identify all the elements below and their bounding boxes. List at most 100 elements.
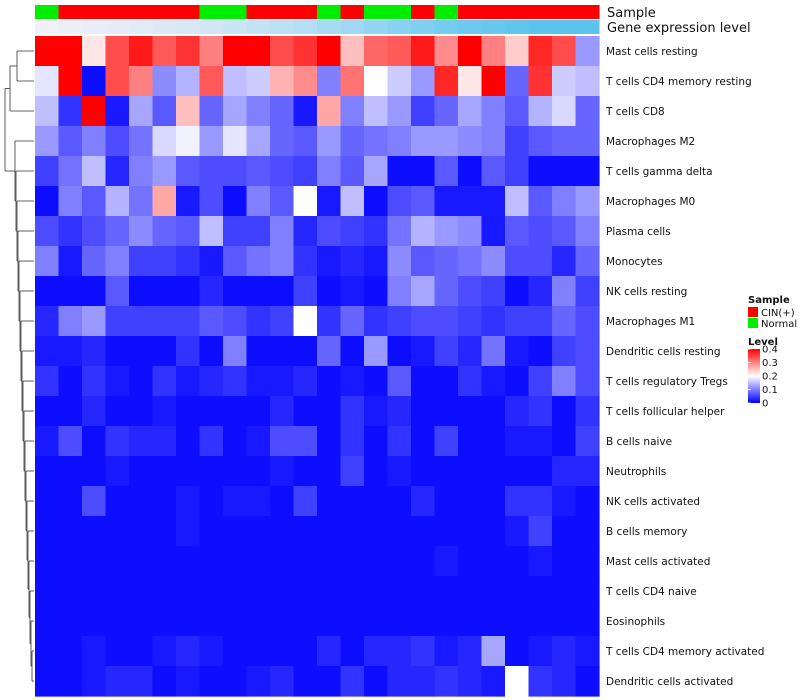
heatmap-cell [364, 426, 389, 457]
heatmap-cell [575, 186, 600, 217]
heatmap-cell [270, 336, 295, 367]
heatmap-cell [82, 666, 107, 697]
legend-sample-label: Normal [761, 319, 797, 330]
heatmap-cell [552, 66, 577, 97]
heatmap-cell [176, 186, 201, 217]
heatmap-cell [411, 66, 436, 97]
legend-level-title: Level [748, 337, 778, 348]
heatmap-cell [223, 156, 248, 187]
heatmap-cell [293, 546, 318, 577]
annotation-row-label: Sample [607, 6, 656, 21]
heatmap-cell [129, 66, 154, 97]
heatmap-cell [152, 246, 177, 277]
heatmap-cell [481, 666, 506, 697]
heatmap-cell [223, 96, 248, 127]
heatmap-cell [364, 486, 389, 517]
heatmap-cell [340, 126, 365, 157]
heatmap-cell [434, 276, 459, 307]
heatmap-cell [82, 36, 107, 67]
heatmap-cell [434, 66, 459, 97]
heatmap-cell [246, 366, 271, 397]
heatmap-cell [82, 636, 107, 667]
expression-annotation-cell [58, 20, 83, 34]
heatmap-cell [105, 36, 130, 67]
heatmap-cell [458, 336, 483, 367]
row-label: Macrophages M1 [606, 316, 695, 328]
heatmap-cell [364, 186, 389, 217]
heatmap-cell [35, 306, 60, 337]
heatmap-cell [129, 336, 154, 367]
heatmap-cell [387, 66, 412, 97]
heatmap-cell [364, 36, 389, 67]
heatmap-cell [152, 636, 177, 667]
heatmap-cell [82, 186, 107, 217]
heatmap-cell [58, 546, 83, 577]
heatmap-cell [364, 396, 389, 427]
expression-annotation-cell [552, 20, 576, 34]
heatmap-cell [176, 486, 201, 517]
heatmap-cell [411, 666, 436, 697]
heatmap-cell [246, 396, 271, 427]
sample-annotation-cell [152, 5, 177, 19]
heatmap-cell [105, 666, 130, 697]
heatmap-cell [152, 546, 177, 577]
heatmap-cell [528, 306, 553, 337]
heatmap-cell [458, 186, 483, 217]
heatmap-cell [105, 396, 130, 427]
heatmap-cell [387, 636, 412, 667]
sample-annotation-cell [270, 5, 294, 19]
heatmap-cell [317, 516, 342, 547]
expression-annotation-cell [129, 20, 153, 34]
heatmap-cell [411, 276, 436, 307]
heatmap-cell [575, 216, 600, 247]
heatmap-cell [458, 606, 483, 637]
heatmap-cell [152, 366, 177, 397]
heatmap-cell [387, 156, 412, 187]
sample-annotation-cell [340, 5, 365, 19]
heatmap-cell [364, 306, 389, 337]
heatmap-cell [364, 516, 389, 547]
heatmap-cell [293, 66, 318, 97]
heatmap-cell [82, 306, 107, 337]
heatmap-cell [199, 246, 224, 277]
heatmap-cell [481, 366, 506, 397]
heatmap-cell [458, 66, 483, 97]
heatmap-cell [552, 366, 577, 397]
heatmap-cell [481, 96, 506, 127]
heatmap-cell [82, 516, 107, 547]
heatmap-cell [270, 36, 295, 67]
heatmap-cell [411, 576, 436, 607]
heatmap-cell [293, 336, 318, 367]
heatmap-cell [317, 306, 342, 337]
heatmap-cell [434, 576, 459, 607]
heatmap-cell [129, 366, 154, 397]
heatmap-cell [223, 216, 248, 247]
heatmap-cell [199, 96, 224, 127]
heatmap-cell [434, 126, 459, 157]
row-label: NK cells activated [606, 496, 700, 508]
heatmap-cell [223, 336, 248, 367]
heatmap-cell [458, 576, 483, 607]
heatmap-cell [387, 606, 412, 637]
heatmap-cell [246, 306, 271, 337]
sample-annotation-cell [129, 5, 153, 19]
heatmap-cell [270, 96, 295, 127]
heatmap-cell [505, 126, 530, 157]
heatmap-cell [505, 516, 530, 547]
heatmap-cell [129, 156, 154, 187]
heatmap-cell [528, 426, 553, 457]
heatmap-cell [481, 276, 506, 307]
heatmap-cell [411, 606, 436, 637]
row-label: Neutrophils [606, 466, 666, 478]
heatmap-cell [105, 246, 130, 277]
heatmap-cell [364, 336, 389, 367]
heatmap-cell [105, 276, 130, 307]
heatmap-cell [575, 546, 600, 577]
heatmap-cell [364, 276, 389, 307]
heatmap-cell [458, 156, 483, 187]
row-label: Dendritic cells resting [606, 346, 721, 358]
heatmap-cell [246, 186, 271, 217]
heatmap-cell [270, 606, 295, 637]
heatmap-cell [58, 126, 83, 157]
heatmap-cell [35, 216, 60, 247]
